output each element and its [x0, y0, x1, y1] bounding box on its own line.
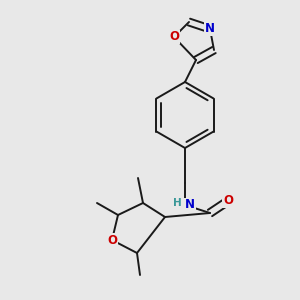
Text: O: O	[107, 233, 117, 247]
Text: H: H	[172, 198, 182, 208]
Text: N: N	[185, 199, 195, 212]
Text: O: O	[223, 194, 233, 208]
Text: O: O	[169, 31, 179, 44]
Text: N: N	[205, 22, 215, 35]
